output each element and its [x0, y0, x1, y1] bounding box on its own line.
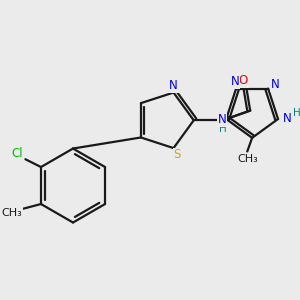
Text: N: N [271, 78, 279, 91]
Text: N: N [231, 75, 239, 88]
Text: N: N [282, 112, 291, 124]
Text: S: S [174, 148, 181, 161]
Text: CH₃: CH₃ [2, 208, 22, 218]
Text: Cl: Cl [12, 147, 23, 160]
Text: H: H [219, 124, 227, 134]
Text: N: N [169, 79, 178, 92]
Text: CH₃: CH₃ [237, 154, 258, 164]
Text: H: H [293, 108, 300, 118]
Text: O: O [239, 74, 248, 87]
Text: N: N [218, 113, 226, 126]
